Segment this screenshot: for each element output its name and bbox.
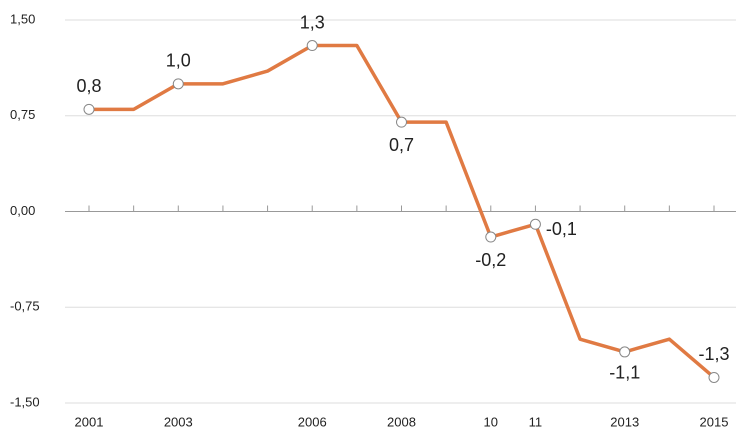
- x-tick-label: 11: [529, 414, 543, 429]
- value-label: -1,1: [609, 363, 640, 383]
- value-label: -1,3: [698, 344, 729, 364]
- value-label: 1,0: [166, 51, 191, 71]
- marker: [396, 116, 407, 128]
- marker: [619, 346, 631, 358]
- marker: [172, 78, 184, 90]
- x-tick-label: 10: [484, 414, 498, 429]
- marker: [83, 103, 95, 115]
- y-tick-label: 1,50: [10, 11, 35, 26]
- marker: [708, 371, 720, 383]
- x-tick-label: 2001: [75, 414, 104, 429]
- y-tick-label: -1,50: [10, 394, 40, 409]
- marker: [529, 218, 541, 230]
- marker: [306, 40, 318, 52]
- x-tick-label: 2003: [164, 414, 193, 429]
- value-label: 0,7: [389, 135, 414, 155]
- marker: [485, 231, 497, 243]
- x-tick-label: 2015: [700, 414, 729, 429]
- x-tick-label: 2008: [387, 414, 416, 429]
- x-tick-label: 2006: [298, 414, 327, 429]
- x-tick-label: 2013: [610, 414, 639, 429]
- y-tick-label: -0,75: [10, 299, 40, 314]
- y-tick-label: 0,75: [10, 107, 35, 122]
- value-label: 0,8: [76, 76, 101, 96]
- value-label: -0,1: [546, 219, 577, 239]
- value-label: -0,2: [475, 250, 506, 270]
- value-label: 1,3: [300, 12, 325, 32]
- y-tick-label: 0,00: [10, 203, 35, 218]
